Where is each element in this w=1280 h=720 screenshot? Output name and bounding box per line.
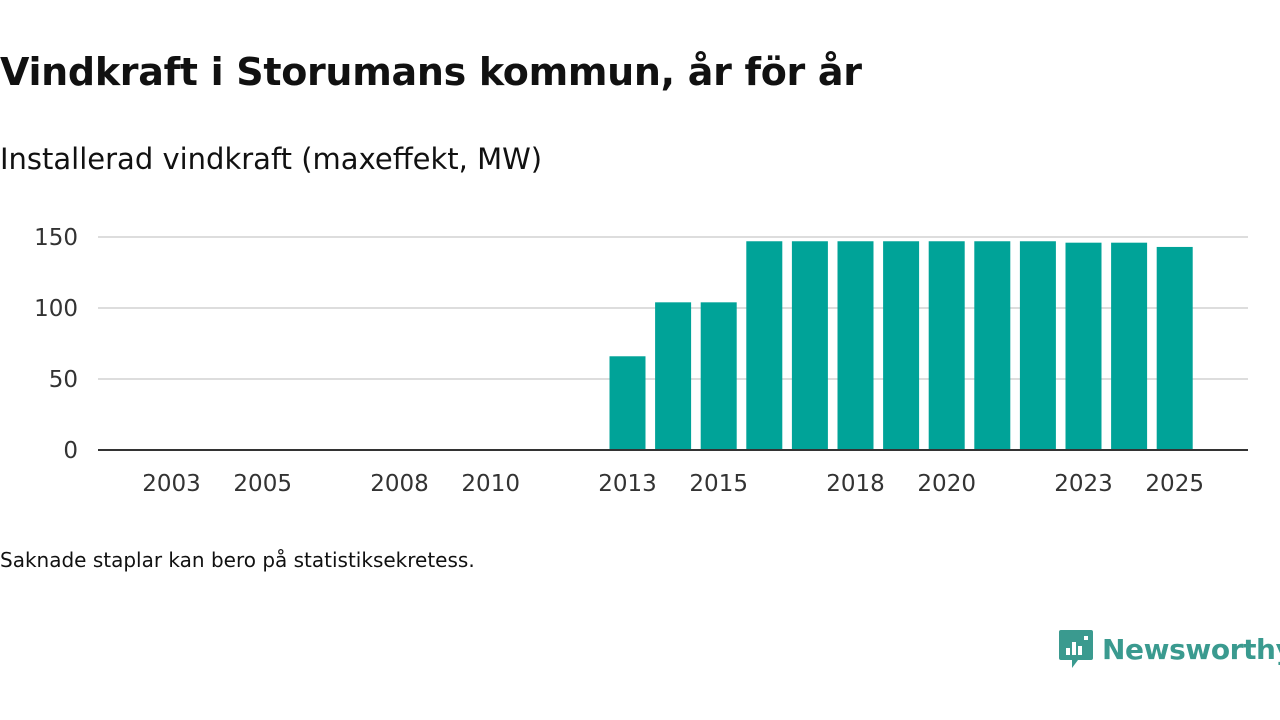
x-tick-label: 2020 <box>917 471 976 497</box>
bar-2019 <box>883 241 920 450</box>
x-tick-label: 2008 <box>370 471 429 497</box>
newsworthy-logo[interactable]: Newsworthy <box>1058 628 1280 670</box>
bar-2016 <box>746 241 783 450</box>
bar-2018 <box>837 241 874 450</box>
y-tick-labels: 0 50 100 150 <box>34 225 78 464</box>
x-tick-label: 2005 <box>233 471 292 497</box>
bar-2022 <box>1019 241 1056 450</box>
bar-2013 <box>609 356 646 450</box>
bar-2015 <box>700 302 737 450</box>
brand-name: Newsworthy <box>1102 632 1280 666</box>
x-tick-label: 2015 <box>689 471 748 497</box>
x-tick-label: 2018 <box>826 471 885 497</box>
x-tick-label: 2010 <box>461 471 520 497</box>
newsworthy-logo-icon <box>1059 630 1093 668</box>
bars <box>609 241 1193 450</box>
y-tick-label: 150 <box>34 225 78 251</box>
bar-2017 <box>791 241 828 450</box>
bar-2020 <box>928 241 965 450</box>
x-tick-labels: 2003 2005 2008 2010 2013 2015 2018 2020 2023 2025 <box>142 471 1204 497</box>
bar-2023 <box>1065 242 1102 450</box>
x-tick-label: 2025 <box>1145 471 1204 497</box>
y-tick-label: 0 <box>63 438 78 464</box>
chart-subtitle: Installerad vindkraft (maxeffekt, MW) <box>0 142 543 176</box>
footnote: Saknade staplar kan bero på statistiksek… <box>0 548 475 572</box>
x-tick-label: 2023 <box>1054 471 1113 497</box>
x-tick-label: 2003 <box>142 471 201 497</box>
bar-2025 <box>1156 246 1193 450</box>
y-tick-label: 100 <box>34 296 78 322</box>
chart-title: Vindkraft i Storumans kommun, år för år <box>0 50 862 94</box>
y-tick-label: 50 <box>49 367 78 393</box>
bar-2021 <box>974 241 1011 450</box>
bar-2014 <box>655 302 692 450</box>
bar-2024 <box>1111 242 1148 450</box>
x-tick-label: 2013 <box>598 471 657 497</box>
